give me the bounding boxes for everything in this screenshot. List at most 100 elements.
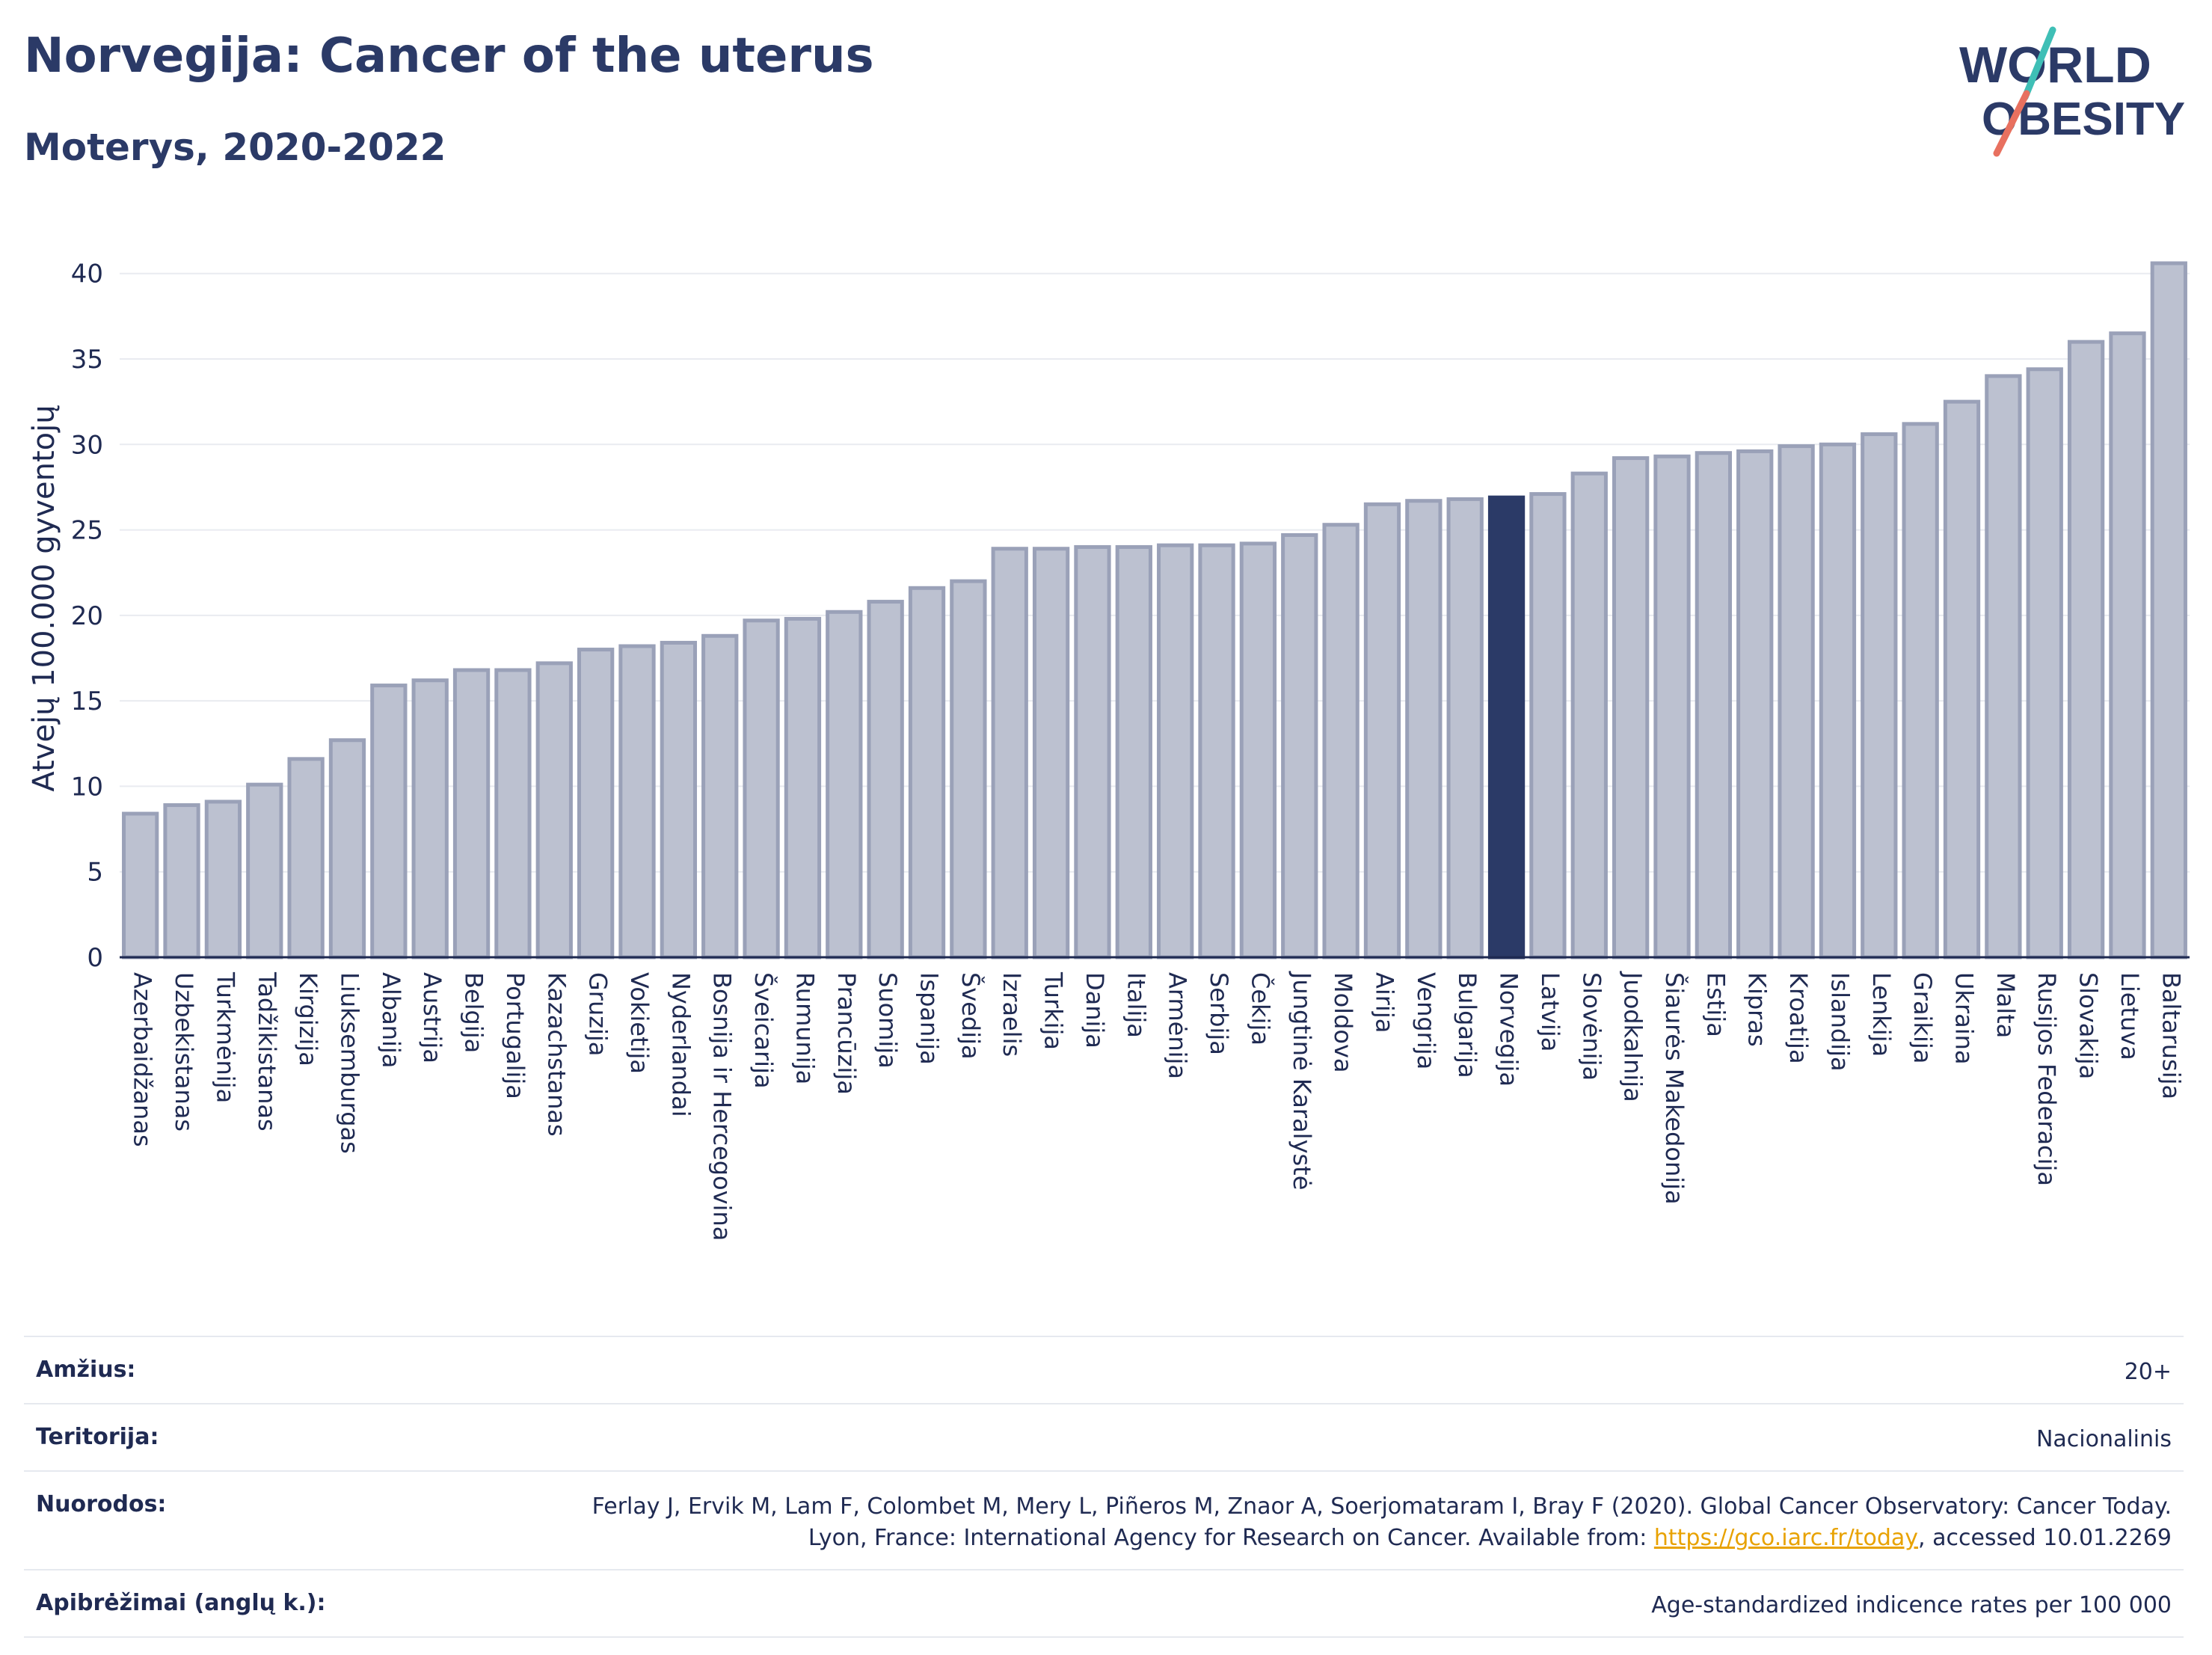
y-tick-label: 0 (87, 943, 103, 973)
y-axis-label: Atvejų 100.000 gyventojų (27, 405, 61, 791)
bar-23[interactable] (1074, 544, 1111, 959)
bar-12[interactable] (618, 644, 656, 959)
bar-7[interactable] (411, 678, 449, 959)
references-text: Ferlay J, Ervik M, Lam F, Colombet M, Me… (592, 1493, 2172, 1551)
bar-30[interactable] (1363, 502, 1401, 959)
meta-row-age: Amžius: 20+ (24, 1336, 2184, 1403)
world-obesity-logo: WORLD OBESITY (1959, 26, 2185, 157)
x-tick-label: Kipras (1743, 972, 1772, 1047)
x-tick-label: Izraelis (998, 972, 1026, 1057)
bar-34[interactable] (1529, 492, 1567, 959)
meta-row-references: Nuorodos: Ferlay J, Ervik M, Lam F, Colo… (24, 1470, 2184, 1569)
x-tick-label: Jungtinė Karalystė (1288, 971, 1316, 1190)
metadata-table: Amžius: 20+ Teritorija: Nacionalinis Nuo… (24, 1336, 2184, 1638)
x-tick-label: Armėnija (1164, 972, 1192, 1079)
bar-16[interactable] (784, 616, 822, 959)
y-tick-label: 20 (71, 601, 103, 631)
bar-32[interactable] (1446, 497, 1484, 959)
bar-19[interactable] (908, 586, 946, 959)
bar-18[interactable] (867, 600, 904, 959)
x-tick-label: Norvegija (1495, 972, 1523, 1087)
bar-43[interactable] (1902, 422, 1939, 959)
bar-15[interactable] (743, 618, 780, 959)
bar-35[interactable] (1570, 471, 1608, 959)
bar-28[interactable] (1281, 532, 1318, 959)
y-tick-label: 5 (87, 858, 103, 888)
bar-9[interactable] (494, 668, 532, 959)
bar-25[interactable] (1157, 543, 1194, 959)
bar-1[interactable] (163, 803, 200, 959)
bar-47[interactable] (2067, 340, 2105, 959)
y-axis-ticks: 0 5 10 15 20 25 30 35 40 (71, 260, 103, 973)
x-tick-label: Nyderlandai (666, 972, 695, 1117)
x-tick-label: Šiaurės Makedonija (1660, 972, 1689, 1205)
x-tick-label: Rusijos Federacija (2033, 972, 2061, 1186)
bar-6[interactable] (370, 684, 408, 959)
bar-13[interactable] (660, 640, 698, 959)
bar-37[interactable] (1653, 454, 1691, 959)
chart-title: Norvegija: Cancer of the uterus (24, 28, 874, 84)
bar-8[interactable] (452, 668, 491, 959)
x-tick-label: Lietuva (2116, 972, 2144, 1060)
bar-26[interactable] (1198, 543, 1235, 959)
x-tick-label: Moldova (1329, 972, 1357, 1073)
x-tick-label: Austrija (418, 972, 446, 1063)
territory-label: Teritorija: (36, 1424, 159, 1450)
bar-5[interactable] (328, 738, 366, 959)
x-tick-label: Kroatija (1784, 972, 1813, 1064)
bar-48[interactable] (2109, 331, 2146, 959)
bar-40[interactable] (1778, 444, 1815, 959)
age-value: 20+ (2124, 1359, 2172, 1385)
x-tick-label: Serbija (1205, 972, 1233, 1055)
bar-4[interactable] (287, 757, 325, 959)
bar-chart: 0 5 10 15 20 25 30 35 40 Azerbaidžanas Uzbekistan… (27, 260, 2190, 1241)
y-tick-label: 10 (71, 772, 103, 802)
bar-49[interactable] (2150, 261, 2187, 959)
bar-10[interactable] (535, 661, 573, 959)
meta-row-definitions: Apibrėžimai (anglų k.): Age-standardized… (24, 1569, 2184, 1638)
x-tick-label: Bulgarija (1453, 972, 1481, 1078)
y-tick-label: 15 (71, 687, 103, 716)
bar-0[interactable] (122, 811, 159, 959)
x-tick-label: Rumunija (790, 972, 819, 1084)
bar-24[interactable] (1115, 544, 1152, 959)
x-tick-label: Čekija (1246, 972, 1275, 1045)
bar-31[interactable] (1405, 499, 1443, 959)
x-tick-label: Slovėnija (1577, 972, 1606, 1081)
x-tick-label: Latvija (1536, 972, 1564, 1051)
bar-39[interactable] (1736, 449, 1774, 959)
x-tick-label: Uzbekistanas (170, 972, 198, 1132)
bar-2[interactable] (204, 799, 242, 959)
bar-20[interactable] (950, 579, 987, 959)
x-tick-label: Liuksemburgas (335, 972, 363, 1154)
bar-29[interactable] (1322, 523, 1360, 959)
references-tail: , accessed 10.01.2269 (1918, 1525, 2172, 1551)
references-link[interactable]: https://gco.iarc.fr/today (1653, 1525, 1919, 1551)
bar-45[interactable] (1985, 374, 2022, 959)
bar-46[interactable] (2026, 367, 2063, 959)
bars (122, 261, 2187, 959)
x-tick-label: Turkija (1039, 971, 1068, 1050)
x-tick-label: Malta (1991, 972, 2020, 1038)
x-tick-label: Švedija (956, 972, 986, 1060)
bar-14[interactable] (701, 633, 739, 959)
bar-36[interactable] (1612, 456, 1650, 959)
bar-44[interactable] (1943, 399, 1981, 959)
bar-33[interactable] (1487, 495, 1526, 959)
x-tick-label: Ukraina (1950, 972, 1979, 1065)
bar-3[interactable] (246, 782, 283, 959)
bar-11[interactable] (577, 648, 615, 959)
y-tick-label: 40 (71, 260, 103, 289)
bar-38[interactable] (1695, 451, 1733, 959)
bar-42[interactable] (1861, 432, 1898, 959)
bar-21[interactable] (991, 547, 1028, 959)
x-tick-label: Danija (1081, 972, 1109, 1048)
bar-22[interactable] (1032, 547, 1070, 959)
bar-27[interactable] (1239, 541, 1277, 959)
x-tick-label: Prancūzija (832, 972, 861, 1095)
chart-subtitle: Moterys, 2020-2022 (24, 126, 446, 169)
bar-41[interactable] (1819, 442, 1857, 959)
y-tick-label: 35 (71, 345, 103, 375)
bar-17[interactable] (826, 610, 863, 959)
definitions-value: Age-standardized indicence rates per 100… (1651, 1592, 2172, 1618)
